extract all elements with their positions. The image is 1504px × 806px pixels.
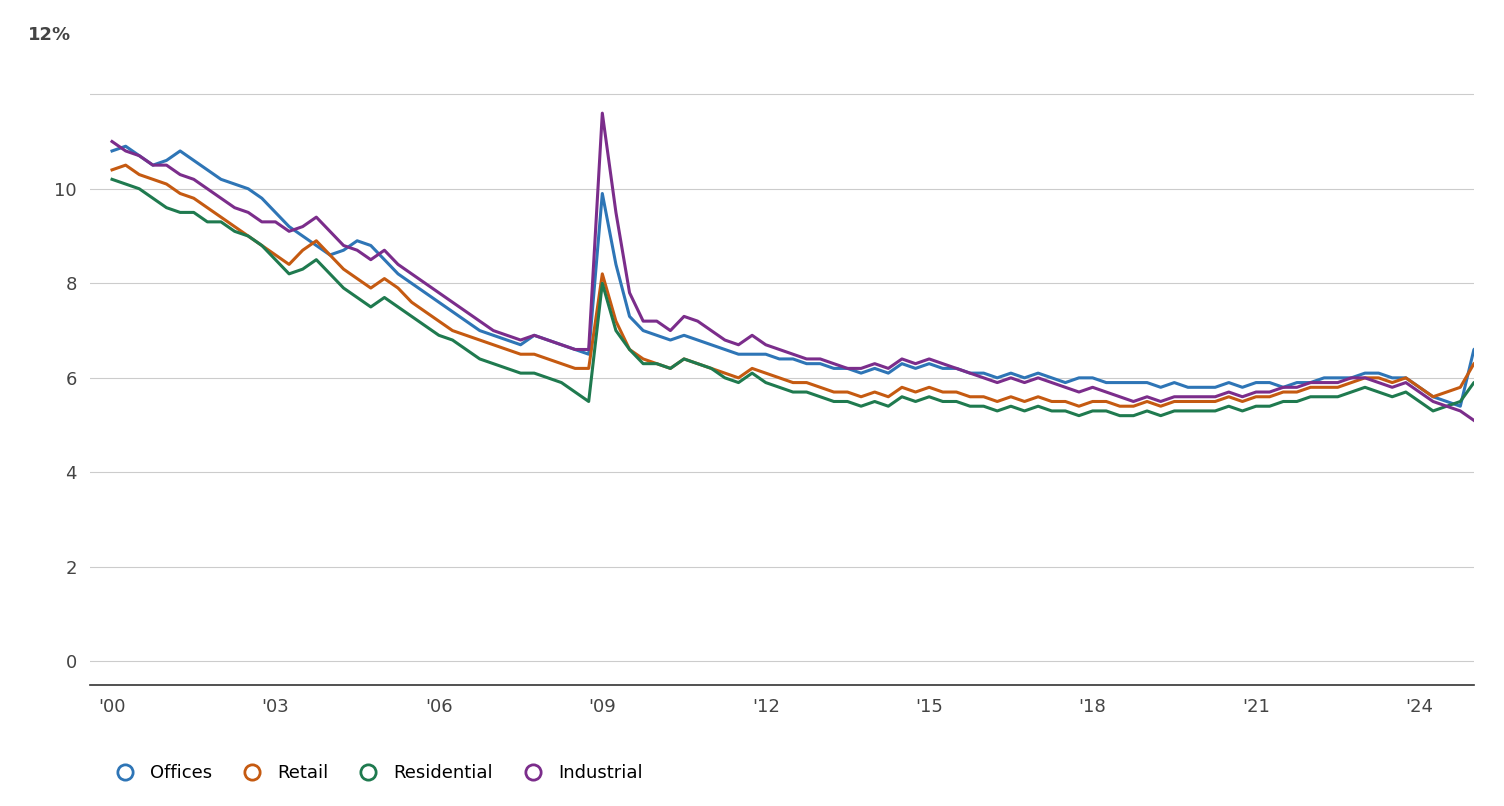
- Residential: [1069, 411, 1087, 421]
- Retail: [1098, 397, 1116, 406]
- Residential: [117, 179, 135, 189]
- Retail: [853, 392, 871, 401]
- Offices: [102, 146, 120, 156]
- Industrial: [853, 364, 871, 373]
- Industrial: [417, 279, 435, 289]
- Offices: [430, 297, 448, 307]
- Industrial: [102, 137, 120, 147]
- Offices: [853, 368, 871, 378]
- Line: Residential: Residential: [111, 179, 1504, 472]
- Text: 12%: 12%: [29, 26, 71, 44]
- Retail: [226, 222, 244, 231]
- Industrial: [593, 108, 611, 118]
- Residential: [417, 321, 435, 330]
- Line: Retail: Retail: [111, 165, 1504, 406]
- Legend: Offices, Retail, Residential, Industrial: Offices, Retail, Residential, Industrial: [99, 757, 650, 789]
- Industrial: [117, 146, 135, 156]
- Residential: [212, 217, 230, 226]
- Residential: [838, 397, 856, 406]
- Offices: [608, 260, 626, 269]
- Offices: [1451, 401, 1469, 411]
- Industrial: [212, 193, 230, 203]
- Industrial: [608, 208, 626, 218]
- Residential: [102, 174, 120, 184]
- Retail: [102, 165, 120, 175]
- Residential: [593, 279, 611, 289]
- Retail: [608, 316, 626, 326]
- Retail: [1069, 401, 1087, 411]
- Retail: [131, 170, 149, 180]
- Retail: [117, 160, 135, 170]
- Offices: [226, 179, 244, 189]
- Offices: [131, 151, 149, 160]
- Retail: [430, 316, 448, 326]
- Offices: [117, 141, 135, 151]
- Industrial: [1083, 383, 1101, 393]
- Line: Offices: Offices: [111, 146, 1504, 406]
- Line: Industrial: Industrial: [111, 113, 1504, 515]
- Offices: [1083, 373, 1101, 383]
